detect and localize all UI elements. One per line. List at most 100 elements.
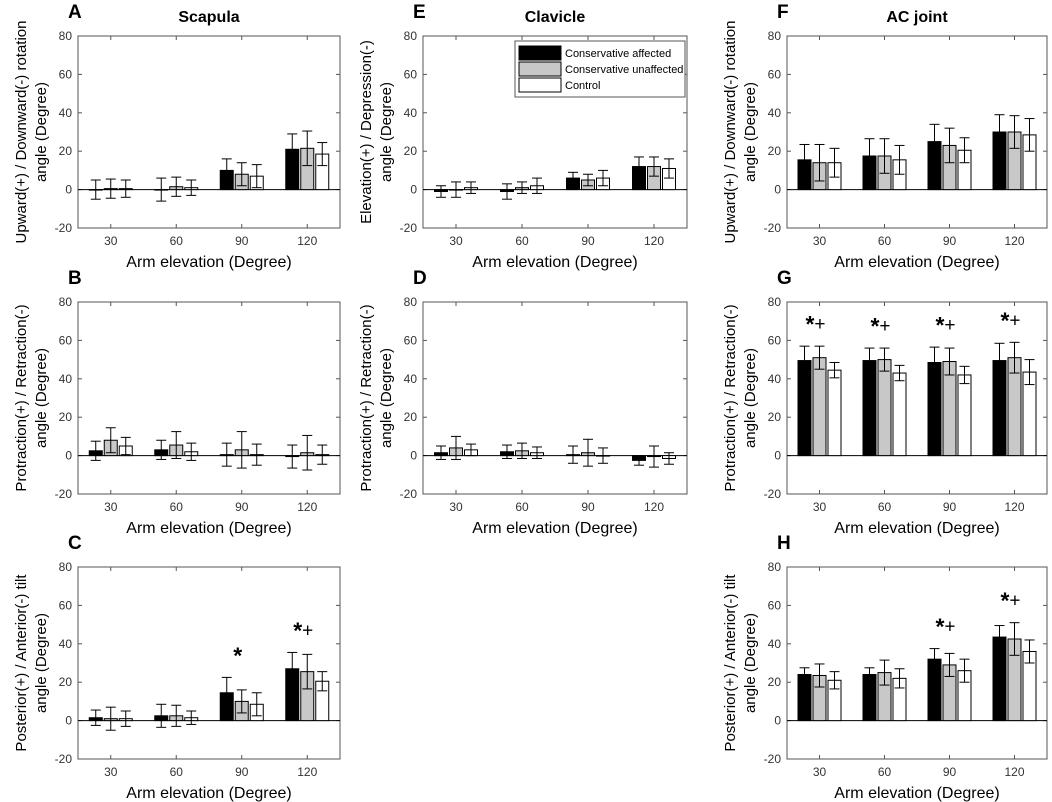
x-axis-label: Arm elevation (Degree) <box>126 254 291 271</box>
axes-box <box>77 35 341 229</box>
significance-marker: *+ <box>1000 307 1020 333</box>
axes-box <box>422 301 688 495</box>
x-tick-label: 90 <box>943 500 957 514</box>
bar <box>862 360 877 457</box>
y-axis-label: Protraction(+) / Retraction(-) angle (Deg… <box>13 304 50 491</box>
x-tick-label: 90 <box>581 500 595 514</box>
y-axis-label-line: angle (Degree) <box>742 348 759 448</box>
y-tick-label: 60 <box>404 67 418 81</box>
y-tick-label: 0 <box>65 183 72 197</box>
x-tick-label: 60 <box>170 234 184 248</box>
y-tick-label: 80 <box>404 295 418 309</box>
y-tick-label: 60 <box>768 67 782 81</box>
x-tick-label: 60 <box>515 234 529 248</box>
x-tick-label: 120 <box>1004 765 1024 779</box>
y-axis-label-line: Protraction(+) / Retraction(-) <box>13 304 30 491</box>
y-tick-label: 40 <box>59 637 73 651</box>
y-axis-label-line: Posterior(+) / Anterior(-) tilt <box>13 574 30 752</box>
y-tick-label: 60 <box>59 598 73 612</box>
x-tick-label: 60 <box>170 500 184 514</box>
legend-label: Conservative affected <box>565 48 671 60</box>
significance-plus: + <box>944 617 955 638</box>
bar <box>892 372 907 457</box>
x-tick-label: 60 <box>878 234 892 248</box>
x-tick-label: 90 <box>581 234 595 248</box>
y-tick-label: 40 <box>768 106 782 120</box>
x-tick-label: 90 <box>943 765 957 779</box>
x-tick-label: 120 <box>297 234 317 248</box>
x-tick-label: 60 <box>515 500 529 514</box>
y-axis-label: Elevation(+) / Depression(-) angle (Degre… <box>358 40 395 224</box>
panel-letter: A <box>68 2 82 23</box>
x-tick-label: 120 <box>644 234 664 248</box>
chart-panel-e: -20 0 20 40 60 80 30 60 90 120 Arm elevation (Degr… <box>358 2 688 271</box>
axes-box <box>77 566 341 760</box>
y-axis-label-line: Posterior(+) / Anterior(-) tilt <box>722 574 739 752</box>
bar <box>957 374 972 457</box>
y-axis-label-line: angle (Degree) <box>378 348 395 448</box>
y-tick-label: 0 <box>65 449 72 463</box>
y-tick-label: 40 <box>59 106 73 120</box>
y-tick-label: 0 <box>774 183 781 197</box>
panel-title: Clavicle <box>525 9 586 26</box>
significance-marker: *+ <box>935 312 955 338</box>
y-tick-label: 80 <box>59 295 73 309</box>
x-tick-label: 30 <box>104 234 118 248</box>
significance-star: * <box>935 614 944 640</box>
y-axis-label-line: angle (Degree) <box>742 613 759 713</box>
y-tick-label: -20 <box>764 752 782 766</box>
significance-star: * <box>293 617 302 643</box>
y-tick-label: -20 <box>55 487 73 501</box>
significance-star: * <box>1000 588 1009 614</box>
y-axis-label-line: Upward(+) / Downward(-) rotation <box>722 21 739 244</box>
y-tick-label: 20 <box>404 144 418 158</box>
x-tick-label: 30 <box>813 234 827 248</box>
y-axis-label-line: Elevation(+) / Depression(-) <box>358 40 375 224</box>
x-axis-label: Arm elevation (Degree) <box>126 520 291 537</box>
panel-title: Scapula <box>178 9 239 26</box>
y-tick-label: 20 <box>59 144 73 158</box>
x-tick-label: 90 <box>943 234 957 248</box>
significance-star: * <box>1000 307 1009 333</box>
x-axis-label: Arm elevation (Degree) <box>834 520 999 537</box>
y-tick-label: 60 <box>59 67 73 81</box>
panel-letter: C <box>68 533 82 554</box>
significance-star: * <box>233 642 242 668</box>
significance-plus: + <box>814 314 825 335</box>
y-axis-label-line: Upward(+) / Downward(-) rotation <box>13 21 30 244</box>
y-axis-label: Upward(+) / Downward(-) rotation angle (D… <box>722 21 759 244</box>
y-tick-label: -20 <box>764 487 782 501</box>
panel-letter: F <box>777 2 789 23</box>
x-axis-label: Arm elevation (Degree) <box>834 785 999 802</box>
y-axis-label-line: Protraction(+) / Retraction(-) <box>722 304 739 491</box>
legend-swatch <box>518 61 562 77</box>
x-tick-label: 120 <box>297 500 317 514</box>
y-tick-label: 60 <box>59 333 73 347</box>
x-tick-label: 30 <box>104 500 118 514</box>
y-tick-label: 40 <box>404 106 418 120</box>
significance-marker: *+ <box>935 614 955 640</box>
y-tick-label: 20 <box>404 410 418 424</box>
significance-plus: + <box>302 620 313 641</box>
panel-letter: B <box>68 268 82 289</box>
x-axis-label: Arm elevation (Degree) <box>472 520 637 537</box>
y-tick-label: 80 <box>59 560 73 574</box>
y-tick-label: -20 <box>55 752 73 766</box>
significance-marker: *+ <box>293 617 313 643</box>
bar <box>877 359 892 457</box>
y-tick-label: 0 <box>65 714 72 728</box>
legend-label: Conservative unaffected <box>565 64 683 76</box>
y-tick-label: 40 <box>404 372 418 386</box>
y-axis-label-line: angle (Degree) <box>33 348 50 448</box>
legend-swatch <box>518 45 562 61</box>
y-axis-label-line: angle (Degree) <box>742 82 759 182</box>
y-axis-label: Posterior(+) / Anterior(-) tilt angle (De… <box>722 574 759 752</box>
legend-label: Control <box>565 80 600 92</box>
y-axis-label-line: Protraction(+) / Retraction(-) <box>358 304 375 491</box>
y-tick-label: 80 <box>59 29 73 43</box>
significance-plus: + <box>879 316 890 337</box>
y-tick-label: 60 <box>768 333 782 347</box>
